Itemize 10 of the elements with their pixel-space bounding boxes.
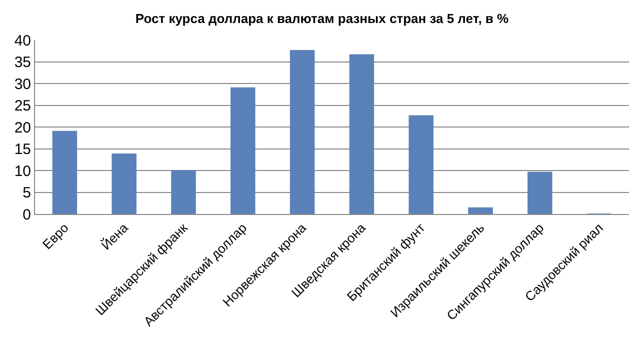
y-tick-label: 25 <box>14 98 31 114</box>
y-tick-label: 5 <box>22 184 31 202</box>
y-tick-label: 35 <box>14 54 31 71</box>
y-tick-label: 30 <box>14 76 31 93</box>
y-tick-label: 40 <box>14 32 31 50</box>
y-tick-label: 10 <box>14 162 31 180</box>
y-tick-label: 15 <box>14 141 31 158</box>
y-tick-label: 0 <box>22 206 31 224</box>
chart-title: Рост курса доллара к валютам разных стран за 5 лет, в % <box>135 10 510 26</box>
y-tick-label: 20 <box>14 119 31 136</box>
